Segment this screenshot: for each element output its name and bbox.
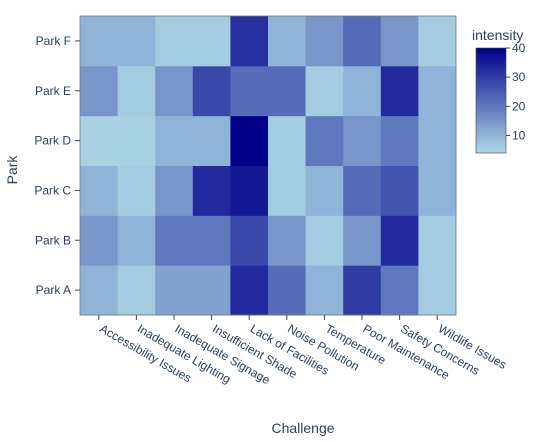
colorbar-tick-label: 40 [512, 41, 526, 55]
heatmap-cell [192, 215, 231, 266]
heatmap-cell [155, 16, 194, 67]
colorbar-tick-label: 30 [512, 70, 526, 84]
heatmap-cell [230, 65, 269, 117]
plot-frame [79, 15, 457, 316]
heatmap-cell [343, 215, 382, 266]
heatmap-cell [155, 65, 194, 117]
heatmap-cell [380, 215, 419, 266]
heatmap-cell [343, 16, 382, 67]
heatmap-cells [79, 15, 457, 316]
heatmap-cell [305, 65, 344, 117]
x-axis-title: Challenge [271, 420, 334, 436]
heatmap-cell [230, 16, 269, 67]
y-axis-title: Park [4, 155, 20, 185]
heatmap-cell [230, 165, 269, 216]
y-tick-label: Park B [35, 233, 71, 247]
heatmap-cell [380, 16, 419, 67]
heatmap-cell [117, 65, 156, 117]
heatmap-cell [268, 115, 307, 166]
colorbar-title: intensity [472, 27, 523, 43]
heatmap-cell [155, 215, 194, 266]
heatmap-cell [305, 215, 344, 266]
heatmap-cell [155, 165, 194, 216]
heatmap-cell [230, 215, 269, 266]
heatmap-cell [80, 215, 119, 266]
heatmap-cell [418, 65, 457, 117]
heatmap-cell [80, 65, 119, 117]
heatmap-cell [80, 265, 119, 316]
heatmap-cell [305, 165, 344, 216]
heatmap-cell [380, 265, 419, 316]
heatmap-cell [155, 265, 194, 316]
colorbar-ticks: 10 20 30 40 [506, 41, 526, 143]
colorbar-tick-label: 10 [512, 129, 526, 143]
heatmap-cell [418, 215, 457, 266]
heatmap-cell [117, 215, 156, 266]
heatmap-cell [418, 265, 457, 316]
heatmap-cell [343, 115, 382, 166]
heatmap-cell [305, 16, 344, 67]
heatmap-cell [380, 115, 419, 166]
heatmap-cell [117, 16, 156, 67]
heatmap-cell [380, 65, 419, 117]
heatmap-cell [192, 265, 231, 316]
colorbar: intensity 10 20 30 40 [472, 27, 526, 154]
y-tick-labels: Park A Park B Park C Park D Park E Park F [34, 34, 80, 297]
heatmap-cell [230, 115, 269, 166]
heatmap-cell [155, 115, 194, 166]
y-tick-label: Park E [35, 84, 71, 98]
heatmap-cell [117, 165, 156, 216]
heatmap-cell [80, 16, 119, 67]
heatmap-cell [230, 265, 269, 316]
heatmap-cell [305, 115, 344, 166]
heatmap-cell [418, 16, 457, 67]
heatmap-cell [268, 16, 307, 67]
heatmap-cell [305, 265, 344, 316]
heatmap-cell [418, 165, 457, 216]
heatmap-cell [80, 115, 119, 166]
heatmap-cell [192, 165, 231, 216]
heatmap-cell [268, 265, 307, 316]
heatmap-cell [418, 115, 457, 166]
heatmap-cell [192, 65, 231, 117]
heatmap-cell [343, 265, 382, 316]
heatmap-cell [117, 265, 156, 316]
heatmap-cell [192, 115, 231, 166]
heatmap-cell [268, 165, 307, 216]
y-tick-label: Park D [34, 134, 71, 148]
heatmap-cell [117, 115, 156, 166]
heatmap-cell [192, 16, 231, 67]
heatmap-cell [80, 165, 119, 216]
y-tick-label: Park F [36, 34, 71, 48]
colorbar-tick-label: 20 [512, 99, 526, 113]
y-tick-label: Park A [36, 283, 71, 297]
heatmap-cell [343, 165, 382, 216]
y-tick-label: Park C [34, 183, 71, 197]
heatmap-cell [268, 215, 307, 266]
heatmap-cell [343, 65, 382, 117]
colorbar-gradient [475, 47, 507, 154]
heatmap-cell [268, 65, 307, 117]
heatmap-cell [380, 165, 419, 216]
